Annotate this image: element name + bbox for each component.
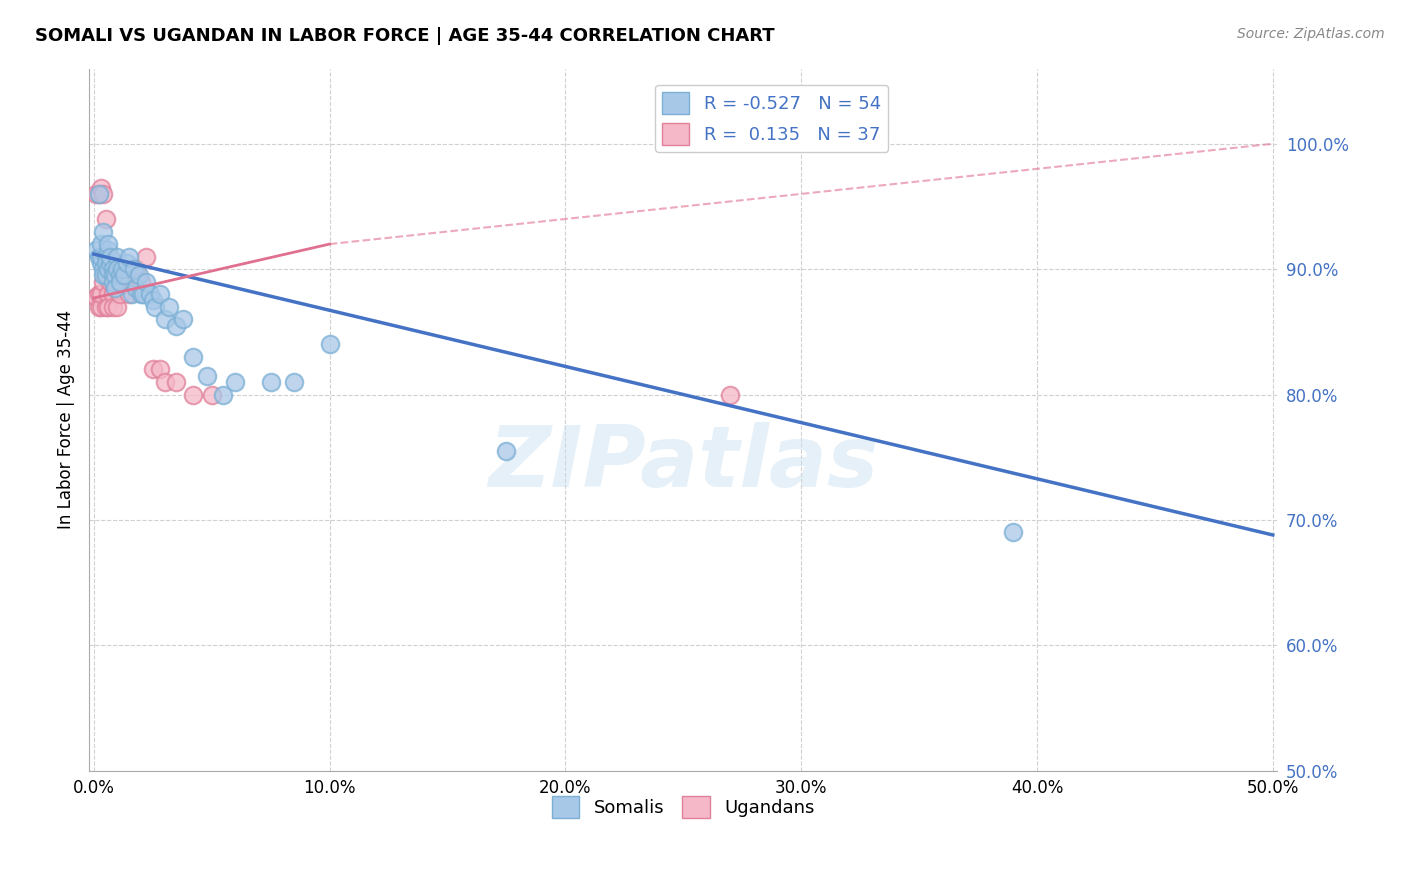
Point — [101, 275, 124, 289]
Point — [104, 268, 127, 283]
Point — [90, 287, 112, 301]
Point — [135, 275, 157, 289]
Point — [149, 287, 172, 301]
Point — [224, 375, 246, 389]
Point — [87, 250, 110, 264]
Point — [104, 281, 127, 295]
Point — [84, 244, 107, 258]
Point — [90, 256, 112, 270]
Point — [153, 375, 176, 389]
Point — [104, 281, 127, 295]
Point — [118, 250, 141, 264]
Point — [98, 256, 121, 270]
Point — [105, 262, 128, 277]
Point — [101, 300, 124, 314]
Point — [125, 281, 148, 295]
Point — [91, 186, 114, 201]
Point — [94, 211, 117, 226]
Text: Source: ZipAtlas.com: Source: ZipAtlas.com — [1237, 27, 1385, 41]
Point — [318, 337, 340, 351]
Point — [91, 262, 114, 277]
Point — [91, 268, 114, 283]
Point — [111, 262, 134, 277]
Point — [91, 275, 114, 289]
Point — [98, 250, 121, 264]
Point — [720, 387, 742, 401]
Point — [165, 375, 187, 389]
Point — [128, 268, 150, 283]
Point — [122, 275, 145, 289]
Point — [115, 275, 138, 289]
Point — [129, 275, 152, 289]
Point — [101, 287, 124, 301]
Point — [94, 268, 117, 283]
Text: ZIPatlas: ZIPatlas — [488, 422, 879, 505]
Point — [283, 375, 305, 389]
Point — [142, 362, 165, 376]
Point — [97, 262, 120, 277]
Point — [87, 287, 110, 301]
Point — [105, 300, 128, 314]
Point — [172, 312, 194, 326]
Point — [97, 244, 120, 258]
Point — [98, 250, 121, 264]
Point — [94, 256, 117, 270]
Point — [132, 287, 155, 301]
Point — [105, 275, 128, 289]
Point — [149, 362, 172, 376]
Point — [143, 300, 166, 314]
Point — [135, 250, 157, 264]
Point — [118, 287, 141, 301]
Point — [165, 318, 187, 333]
Point — [122, 262, 145, 277]
Point — [97, 237, 120, 252]
Point — [142, 293, 165, 308]
Point — [90, 300, 112, 314]
Point — [108, 275, 131, 289]
Point — [94, 300, 117, 314]
Point — [91, 225, 114, 239]
Point — [101, 268, 124, 283]
Point — [97, 300, 120, 314]
Point — [153, 312, 176, 326]
Point — [94, 250, 117, 264]
Point — [195, 368, 218, 383]
Point — [111, 262, 134, 277]
Point — [115, 256, 138, 270]
Point — [90, 180, 112, 194]
Point — [87, 186, 110, 201]
Point — [181, 387, 204, 401]
Point — [121, 287, 143, 301]
Point — [90, 250, 112, 264]
Point — [114, 268, 136, 283]
Point — [139, 287, 162, 301]
Point — [1002, 525, 1025, 540]
Point — [157, 300, 180, 314]
Point — [97, 287, 120, 301]
Point — [84, 290, 107, 304]
Point — [201, 387, 224, 401]
Point — [495, 444, 517, 458]
Point — [129, 287, 152, 301]
Point — [101, 262, 124, 277]
Y-axis label: In Labor Force | Age 35-44: In Labor Force | Age 35-44 — [58, 310, 75, 529]
Point — [212, 387, 235, 401]
Point — [84, 186, 107, 201]
Point — [105, 250, 128, 264]
Point — [90, 237, 112, 252]
Legend: Somalis, Ugandans: Somalis, Ugandans — [546, 789, 821, 825]
Point — [87, 186, 110, 201]
Point — [108, 287, 131, 301]
Text: SOMALI VS UGANDAN IN LABOR FORCE | AGE 35-44 CORRELATION CHART: SOMALI VS UGANDAN IN LABOR FORCE | AGE 3… — [35, 27, 775, 45]
Point — [98, 275, 121, 289]
Point — [259, 375, 281, 389]
Point — [125, 262, 148, 277]
Point — [114, 268, 136, 283]
Point — [108, 268, 131, 283]
Point — [87, 300, 110, 314]
Point — [181, 350, 204, 364]
